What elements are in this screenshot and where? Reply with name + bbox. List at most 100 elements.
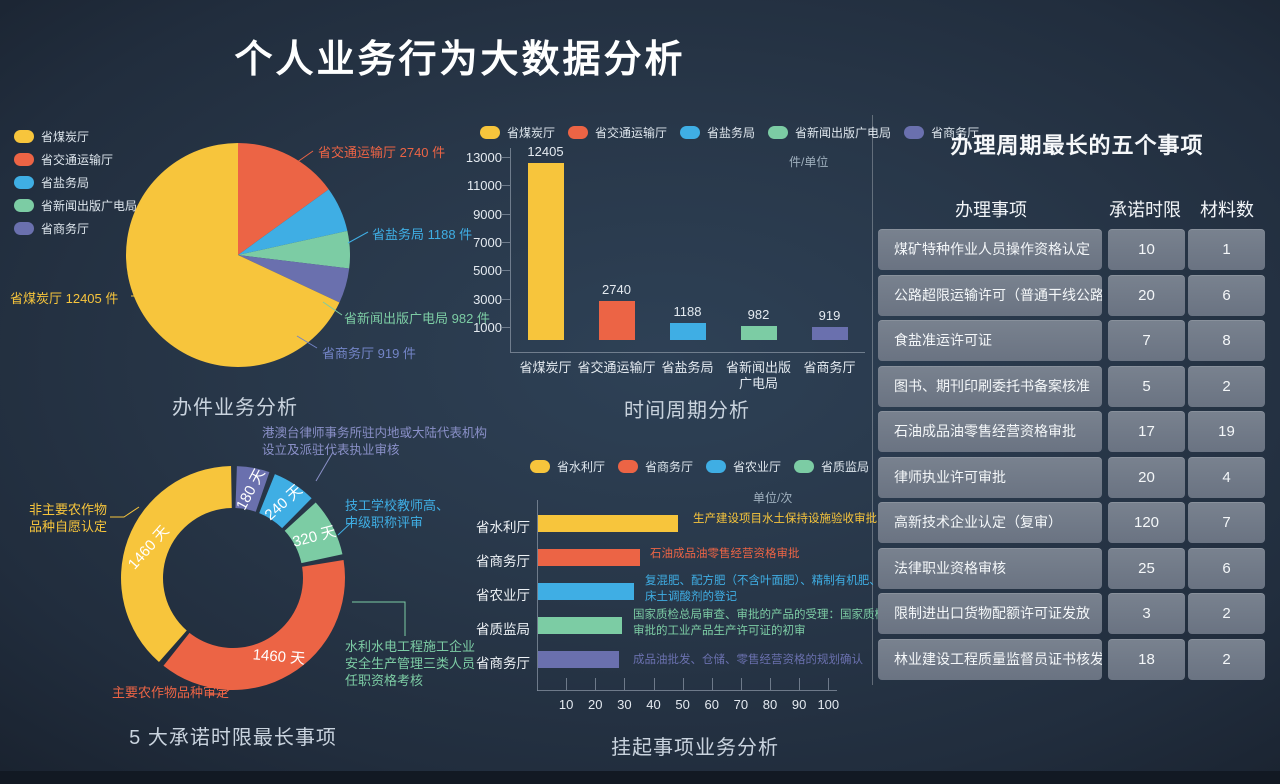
bar-x-axis [510,352,865,353]
donut-segment [235,466,270,512]
pie-legend-item[interactable]: 省盐务局 [14,174,137,191]
pie-chart-title: 办件业务分析 [172,397,298,419]
hbar-annotation: 复混肥、配方肥（不含叶面肥）、精制有机肥、 床土调酸剂的登记 [645,575,881,603]
table-cell-materials: 2 [1188,365,1265,407]
bar-y-axis [510,148,511,352]
pie-legend: 省煤炭厅省交通运输厅省盐务局省新闻出版广电局 省商务厅 [14,128,137,243]
x-tick-label: 10 [558,697,574,712]
y-tick-label: 11000 [466,178,502,194]
panel-divider [872,115,873,685]
table-cell-item: 法律职业资格审核 [878,547,1102,589]
x-tick-mark [682,678,684,690]
table-cell-item: 林业建设工程质量监督员证书核发 [878,638,1102,680]
donut-chart-title: 5 大承诺时限最长事项 [129,727,337,749]
footer-strip [0,771,1280,784]
legend-swatch [904,126,925,139]
bar-x-label: 省交通运输厅 [577,360,656,375]
table-cell-deadline: 120 [1108,502,1185,543]
pie-slice-省盐务局 [238,189,348,255]
pie-legend-item[interactable]: 省商务厅 [14,220,137,237]
donut-annotation: 非主要农作物 品种自愿认定 [28,502,107,534]
bar-unit-label: 件/单位 [789,155,829,169]
y-tick-mark [502,298,510,300]
table-cell-item: 煤矿特种作业人员操作资格认定 [878,229,1102,270]
table-cell-deadline: 18 [1108,638,1185,680]
table-cell-item: 图书、期刊印刷委托书备案核准 [878,365,1102,407]
bar-x-label: 省盐务局 [661,360,714,375]
pie-callout: 省煤炭厅 12405 件 [10,291,119,306]
table-cell-deadline: 10 [1108,229,1185,270]
legend-swatch [480,126,500,139]
table-cell-deadline: 3 [1108,593,1185,634]
hbar-legend-item[interactable]: 省商务厅 [618,458,693,475]
pie-chart [126,143,350,367]
table-cell-item: 律师执业许可审批 [878,456,1102,498]
x-tick-label: 40 [646,697,661,712]
x-tick-label: 100 [817,697,840,712]
table-cell-materials: 4 [1188,456,1265,498]
x-tick-mark [653,678,655,690]
x-tick-mark [624,678,626,690]
table-header-item: 办理事项 [955,200,1027,220]
legend-swatch [14,199,34,212]
pie-legend-item[interactable]: 省煤炭厅 [14,128,137,145]
x-tick-mark [566,678,568,690]
table-cell-deadline: 17 [1108,411,1185,452]
hbar-category-label: 省农业厅 [476,588,530,603]
y-tick-label: 1000 [473,319,502,335]
legend-label: 省农业厅 [733,460,782,474]
legend-label: 省新闻出版广电局 [795,126,892,140]
bar-省交通运输厅 [598,301,635,340]
x-tick-mark [711,678,713,690]
pie-callout: 省交通运输厅 2740 件 [318,145,446,160]
y-tick-label: 7000 [473,234,502,250]
bar-legend-item[interactable]: 省交通运输厅 [568,124,667,141]
legend-swatch [14,130,34,143]
hbar-annotation: 石油成品油零售经营资格审批 [650,548,800,560]
bar-legend-item[interactable]: 省盐务局 [680,124,755,141]
bar-legend-item[interactable]: 省商务厅 [904,124,979,141]
y-tick-label: 9000 [473,206,502,222]
hbar-legend-item[interactable]: 省农业厅 [706,458,781,475]
legend-label: 省交通运输厅 [595,126,668,140]
bar-legend-item[interactable]: 省新闻出版广电局 [768,124,891,141]
table-cell-item: 石油成品油零售经营资格审批 [878,411,1102,452]
pie-slice-省煤炭厅 [126,143,340,367]
pie-callout: 省新闻出版广电局 982 件 [344,311,490,326]
table-header-deadline: 承诺时限 [1109,200,1181,220]
legend-label: 省商务厅 [645,460,694,474]
x-tick-label: 30 [617,697,632,712]
legend-swatch [14,176,34,189]
bar-x-label: 省新闻出版 广电局 [725,360,791,391]
legend-label: 省盐务局 [707,126,756,140]
table-cell-deadline: 5 [1108,365,1185,407]
legend-label: 省商务厅 [931,126,980,140]
hbar-legend-item[interactable]: 省质监局 [794,458,869,475]
legend-swatch [680,126,701,139]
x-tick-label: 90 [791,697,807,712]
bar-value-label: 2740 [602,282,631,297]
bar-value-label: 1188 [673,304,702,320]
legend-swatch [794,460,815,473]
hbar-省商务厅 [538,549,640,566]
donut-segment [163,560,345,690]
table-cell-materials: 1 [1188,229,1265,270]
x-tick-label: 60 [704,697,719,712]
pie-callout: 省盐务局 1188 件 [372,227,473,242]
pie-legend-item[interactable]: 省新闻出版广电局 [14,197,137,214]
legend-swatch [568,126,589,139]
x-tick-mark [828,678,830,690]
pie-slice-省商务厅 [238,255,350,303]
table-cell-deadline: 7 [1108,320,1185,361]
y-tick-label: 5000 [473,263,502,279]
legend-label: 省煤炭厅 [41,130,90,144]
table-cell-item: 高新技术企业认定（复审） [878,502,1102,543]
table-cell-deadline: 25 [1108,547,1185,589]
hbar-legend-item[interactable]: 省水利厅 [530,458,605,475]
pie-legend-item[interactable]: 省交通运输厅 [14,151,137,168]
table-cell-item: 限制进出口货物配额许可证发放 [878,593,1102,634]
legend-label: 省盐务局 [41,176,90,190]
table-cell-materials: 6 [1188,547,1265,589]
bar-legend-item[interactable]: 省煤炭厅 [480,124,555,141]
x-tick-mark [740,678,742,690]
